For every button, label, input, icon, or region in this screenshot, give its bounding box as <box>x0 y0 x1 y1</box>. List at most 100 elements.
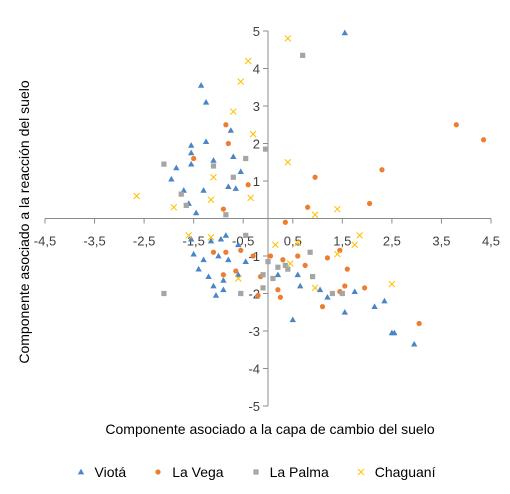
data-point-triangle <box>225 183 232 190</box>
data-point-triangle <box>187 235 195 242</box>
data-point-triangle <box>187 142 195 148</box>
legend: Viotá La Vega La Palma Chaguaní <box>0 464 510 480</box>
y-tick-label: -3 <box>248 324 260 339</box>
data-point-triangle <box>222 232 230 238</box>
x-axis-title: Componente asociado a la capa de cambio … <box>105 421 435 437</box>
data-point-square <box>161 161 167 167</box>
axes: -4,5 -3,5 -2,5 -1,5 -0,5 0,5 1,5 2,5 3,5 4,554321… <box>34 24 500 414</box>
data-point-square <box>265 259 271 265</box>
data-point-triangle <box>195 265 202 272</box>
data-point-triangle <box>410 340 418 347</box>
data-point-x <box>356 232 364 239</box>
x-tick-label: 4,5 <box>482 234 500 249</box>
data-point-x <box>234 275 242 282</box>
data-point-triangle <box>215 252 222 259</box>
data-point-square <box>339 290 345 297</box>
data-point-x <box>207 233 215 241</box>
data-point-triangle <box>227 127 235 133</box>
data-point-triangle <box>381 297 388 304</box>
data-point-triangle <box>220 286 227 293</box>
data-point-triangle <box>341 29 349 36</box>
data-point-circle <box>337 247 343 253</box>
legend-label: Chaguaní <box>374 464 436 480</box>
data-point-square <box>270 275 276 282</box>
data-point-x <box>284 35 292 42</box>
data-point-x <box>210 173 217 181</box>
series-la-palma <box>161 52 345 297</box>
data-point-triangle <box>207 237 215 244</box>
y-tick-label: -5 <box>248 399 260 414</box>
data-point-circle <box>416 320 422 327</box>
data-point-triangle <box>274 271 282 278</box>
data-point-circle <box>295 253 301 259</box>
data-point-circle <box>245 182 251 188</box>
data-point-x <box>244 57 252 65</box>
data-point-triangle <box>316 286 324 293</box>
data-point-square <box>310 274 316 280</box>
data-point-x <box>334 205 341 213</box>
data-point-circle <box>302 262 308 268</box>
legend-marker-shape <box>77 468 84 475</box>
data-point-circle <box>344 266 350 272</box>
series-la-vega <box>191 122 487 327</box>
data-point-triangle <box>200 187 207 193</box>
legend-item: Viotá <box>75 464 127 480</box>
data-point-square <box>178 191 184 197</box>
legend-item: La Vega <box>152 464 224 480</box>
data-point-x <box>247 194 255 202</box>
data-point-triangle <box>242 258 249 265</box>
data-point-square <box>243 232 249 238</box>
x-tick-label: 0,5 <box>284 234 302 249</box>
data-point-square <box>260 285 266 291</box>
data-point-circle <box>267 253 274 259</box>
data-point-circle <box>255 292 261 298</box>
data-point-x <box>311 211 319 219</box>
data-point-circle <box>453 122 459 128</box>
data-point-triangle <box>210 282 217 289</box>
data-point-x <box>229 108 237 115</box>
x-tick-label: 1,5 <box>333 234 351 249</box>
data-point-triangle <box>205 273 212 280</box>
data-point-triangle <box>297 282 304 289</box>
data-point-circle <box>250 253 256 259</box>
data-point-triangle <box>294 271 301 278</box>
data-point-circle <box>480 137 487 143</box>
data-point-triangle <box>341 309 349 315</box>
data-point-circle <box>305 204 311 210</box>
data-point-triangle <box>217 235 225 242</box>
data-point-square <box>183 202 189 208</box>
data-point-circle <box>191 155 197 162</box>
y-tick-label: -2 <box>248 287 260 302</box>
data-point-triangle <box>225 256 232 263</box>
legend-item: La Palma <box>250 464 329 480</box>
data-point-triangle <box>235 271 242 278</box>
data-point-circle <box>220 206 226 212</box>
data-point-circle <box>233 268 239 274</box>
y-tick-label: 4 <box>253 62 260 77</box>
data-point-triangle <box>180 187 187 193</box>
data-point-circle <box>324 255 331 261</box>
data-point-triangle <box>202 138 210 145</box>
data-point-square <box>275 264 281 270</box>
data-point-triangle <box>197 82 205 88</box>
legend-item: Chaguaní <box>355 464 436 480</box>
data-point-triangle <box>371 303 378 310</box>
data-point-square <box>243 155 249 162</box>
x-tick-label: -3,5 <box>83 234 105 249</box>
data-point-triangle <box>232 185 239 191</box>
legend-label: Viotá <box>94 464 127 480</box>
data-point-square <box>223 212 229 218</box>
legend-marker <box>252 469 259 475</box>
data-point-circle <box>238 247 244 253</box>
data-points <box>133 29 487 347</box>
data-point-triangle <box>190 250 197 257</box>
data-point-triangle <box>202 99 210 105</box>
legend-label: La Vega <box>172 464 224 480</box>
data-point-x <box>294 239 302 247</box>
data-point-square <box>300 52 306 58</box>
data-point-x <box>286 260 294 267</box>
legend-marker <box>155 469 161 475</box>
x-tick-label: -4,5 <box>34 234 56 249</box>
data-point-triangle <box>168 175 175 182</box>
data-point-circle <box>379 167 385 173</box>
